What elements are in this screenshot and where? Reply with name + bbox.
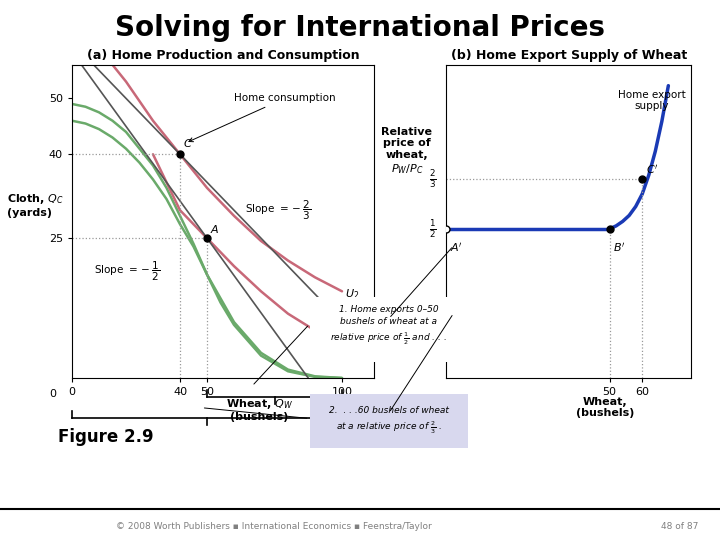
Text: Wheat,
(bushels): Wheat, (bushels) <box>575 397 634 418</box>
Text: Solving for International Prices: Solving for International Prices <box>115 15 605 42</box>
Text: 48 of 87: 48 of 87 <box>661 522 698 531</box>
Text: Relative
price of
wheat,
$P_W/P_C$: Relative price of wheat, $P_W/P_C$ <box>382 127 432 176</box>
Text: $\frac{1}{2}$: $\frac{1}{2}$ <box>429 218 436 240</box>
Text: Cloth, $Q_C$
(yards): Cloth, $Q_C$ (yards) <box>7 192 64 218</box>
FancyBboxPatch shape <box>302 392 476 451</box>
Text: $A'$: $A'$ <box>450 241 463 254</box>
Text: Wheat, $Q_W$
(bushels): Wheat, $Q_W$ (bushels) <box>225 397 293 422</box>
Text: $\frac{2}{3}$: $\frac{2}{3}$ <box>429 168 436 190</box>
Text: Figure 2.9: Figure 2.9 <box>58 428 153 447</box>
Text: Slope $= -\dfrac{1}{2}$: Slope $= -\dfrac{1}{2}$ <box>94 260 160 284</box>
Text: 1. Home exports 0–50
bushels of wheat at a
relative price of $\frac{1}{2}$ and .: 1. Home exports 0–50 bushels of wheat at… <box>330 305 447 347</box>
Title: (b) Home Export Supply of Wheat: (b) Home Export Supply of Wheat <box>451 49 687 62</box>
Text: Slope $= -\dfrac{2}{3}$: Slope $= -\dfrac{2}{3}$ <box>245 199 311 222</box>
Text: 0: 0 <box>49 389 56 399</box>
Text: Home consumption: Home consumption <box>189 93 336 141</box>
Text: $C'$: $C'$ <box>646 163 658 176</box>
Text: $C$: $C$ <box>183 137 192 148</box>
Text: $U_1$: $U_1$ <box>345 333 359 347</box>
Text: 2.  . . .60 bushels of wheat
at a relative price of $\frac{2}{3}$ .: 2. . . .60 bushels of wheat at a relativ… <box>329 406 449 436</box>
Text: Home export
supply: Home export supply <box>618 90 686 111</box>
Text: $B$: $B$ <box>345 341 354 353</box>
FancyBboxPatch shape <box>302 294 476 365</box>
Text: © 2008 Worth Publishers ▪ International Economics ▪ Feenstra/Taylor: © 2008 Worth Publishers ▪ International … <box>116 522 431 531</box>
Text: $U_2$: $U_2$ <box>345 287 359 301</box>
Title: (a) Home Production and Consumption: (a) Home Production and Consumption <box>87 49 359 62</box>
Text: $B'$: $B'$ <box>613 241 625 254</box>
Text: $A$: $A$ <box>210 224 219 235</box>
